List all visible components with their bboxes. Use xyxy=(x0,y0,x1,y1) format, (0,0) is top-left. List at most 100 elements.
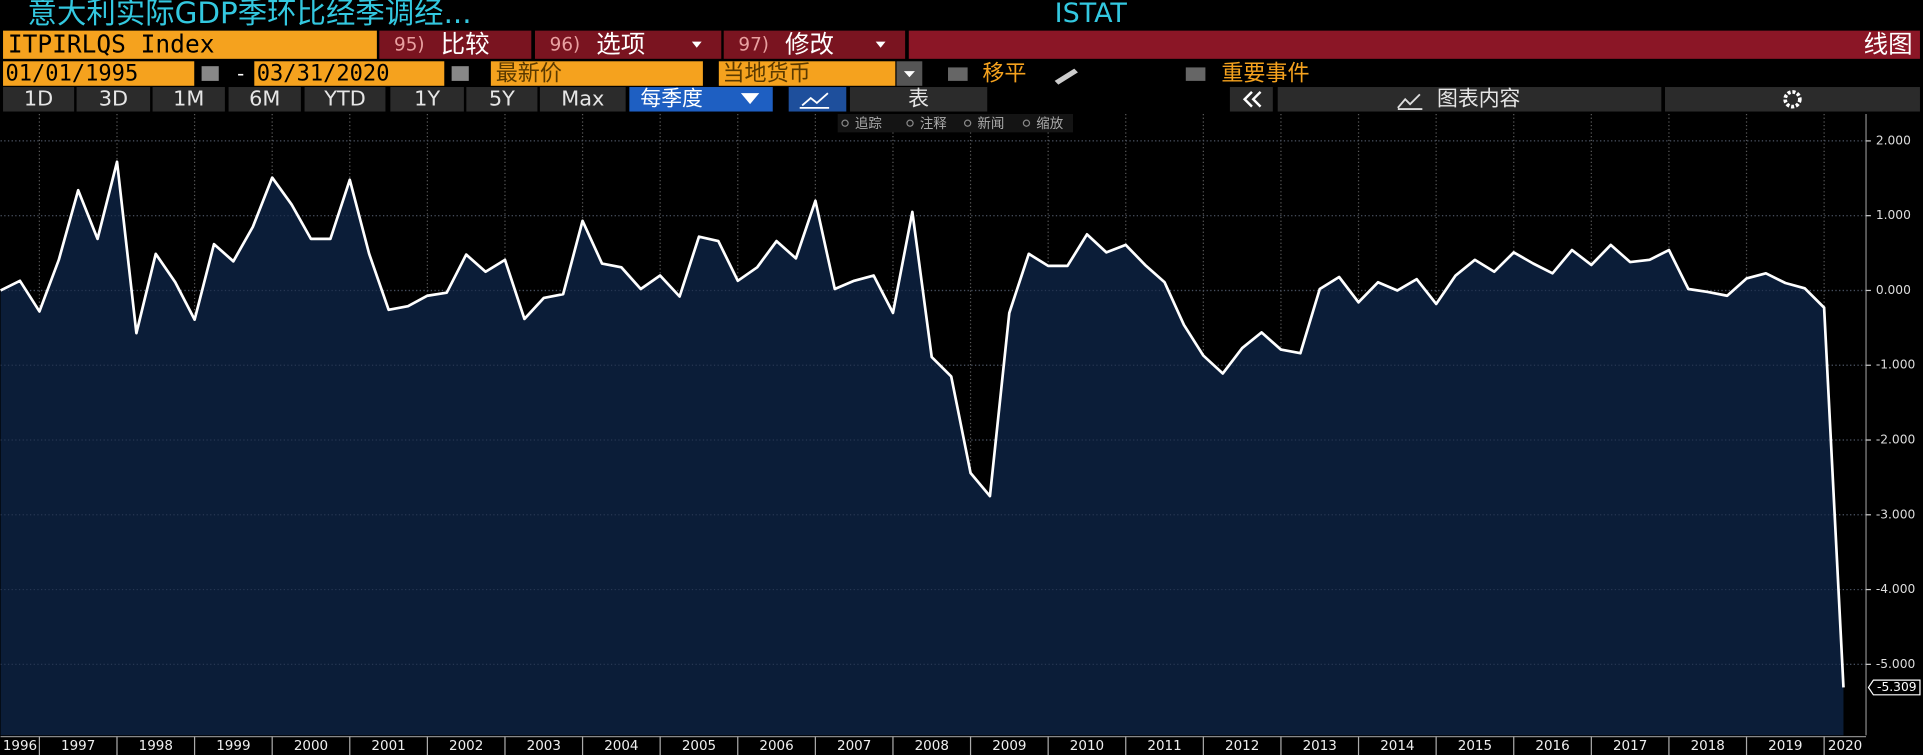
period-button[interactable] xyxy=(152,87,225,112)
x-tick-label: 2006 xyxy=(759,738,793,754)
chart-type-bar[interactable] xyxy=(908,30,1920,59)
chart-type-label: 线图 xyxy=(1864,29,1913,58)
y-tick-label: -3.000 xyxy=(1876,507,1915,521)
tool-icon xyxy=(1022,119,1031,127)
chart-content-label: 图表内容 xyxy=(1437,86,1520,110)
x-tick-label: 2000 xyxy=(294,738,328,754)
window-title: 意大利实际GDP季环比经季调经... xyxy=(28,0,472,30)
ticker-field[interactable] xyxy=(3,30,377,59)
x-tick-label: 2019 xyxy=(1768,738,1802,754)
period-label: 1D xyxy=(24,86,53,110)
x-tick-label: 2020 xyxy=(1828,738,1862,754)
action-button[interactable] xyxy=(723,30,906,59)
dropdown-arrow xyxy=(875,41,886,48)
period-label: 3D xyxy=(99,86,128,110)
x-tick-label: 2011 xyxy=(1147,738,1181,754)
area-fill xyxy=(0,161,1844,736)
period-button[interactable] xyxy=(76,87,151,112)
x-tick-label: 2017 xyxy=(1613,738,1647,754)
dropdown-arrow xyxy=(740,93,760,105)
y-tick-label: 2.000 xyxy=(1876,133,1911,147)
last-value-pointer xyxy=(1867,679,1921,696)
action-label: 修改 xyxy=(785,29,834,58)
table-button[interactable] xyxy=(849,87,988,112)
events-checkbox[interactable] xyxy=(1185,67,1206,81)
calendar-icon[interactable] xyxy=(451,66,469,81)
x-tick-label: 2014 xyxy=(1380,738,1414,754)
period-button[interactable] xyxy=(3,87,75,112)
data-line xyxy=(0,160,1845,688)
gear-icon xyxy=(1783,90,1802,109)
line-chart-icon xyxy=(799,92,830,109)
end-date-field[interactable] xyxy=(254,61,445,86)
dropdown-arrow xyxy=(903,71,915,78)
x-tick-label: 2012 xyxy=(1225,738,1259,754)
y-tick-label: -5.000 xyxy=(1876,657,1915,671)
x-tick-label: 2010 xyxy=(1070,738,1104,754)
action-number: 95) xyxy=(394,34,425,55)
collapse-button[interactable] xyxy=(1229,87,1273,112)
action-button[interactable] xyxy=(379,30,532,59)
start-date: 01/01/1995 xyxy=(5,62,138,87)
chart-tool: 注释 xyxy=(920,116,947,132)
price-field[interactable] xyxy=(490,61,703,86)
x-tick-label: 2005 xyxy=(682,738,716,754)
source-label: ISTAT xyxy=(1055,0,1128,29)
chart-tool: 追踪 xyxy=(855,116,882,132)
last-value-label: -5.309 xyxy=(1877,680,1917,694)
x-tick-label: 2007 xyxy=(837,738,871,754)
period-button[interactable] xyxy=(228,87,301,112)
tool-icon xyxy=(963,119,972,127)
frequency-label: 每季度 xyxy=(640,86,703,110)
period-button[interactable] xyxy=(304,87,386,112)
events-label: 重要事件 xyxy=(1221,62,1309,87)
x-tick-label: 1996 xyxy=(3,738,37,754)
ticker-text: ITPIRLQS Index xyxy=(8,29,215,58)
period-button[interactable] xyxy=(539,87,626,112)
y-tick-label: 1.000 xyxy=(1876,208,1911,222)
currency-text: 当地货币 xyxy=(722,62,810,87)
chart-content-icon xyxy=(1397,93,1423,111)
tool-icon xyxy=(906,119,914,127)
x-tick-label: 2015 xyxy=(1458,738,1492,754)
start-date-field[interactable] xyxy=(3,61,195,86)
moving-avg-checkbox[interactable] xyxy=(948,67,968,81)
period-label: 5Y xyxy=(489,86,515,110)
y-tick-label: -4.000 xyxy=(1876,582,1915,596)
x-tick-label: 2009 xyxy=(992,738,1026,754)
action-number: 97) xyxy=(738,34,769,55)
x-tick-label: 2018 xyxy=(1691,738,1725,754)
price-field-text: 最新价 xyxy=(496,62,562,87)
period-label: 1Y xyxy=(414,86,440,110)
chart-content-button[interactable] xyxy=(1277,87,1662,112)
action-number: 96) xyxy=(550,34,581,55)
calendar-icon[interactable] xyxy=(201,66,219,81)
period-button[interactable] xyxy=(466,87,538,112)
x-tick-label: 2013 xyxy=(1303,738,1337,754)
action-label: 选项 xyxy=(596,29,645,58)
tool-icon xyxy=(841,119,849,127)
action-button[interactable] xyxy=(534,30,722,59)
table-label: 表 xyxy=(908,86,929,110)
action-label: 比较 xyxy=(441,29,490,58)
x-tick-label: 2002 xyxy=(449,738,483,754)
x-tick-label: 2016 xyxy=(1535,738,1569,754)
period-label: Max xyxy=(561,86,604,110)
y-tick-label: 0.000 xyxy=(1876,283,1911,297)
period-label: YTD xyxy=(323,86,365,110)
chart-tool: 缩放 xyxy=(1036,116,1063,132)
x-tick-label: 2001 xyxy=(371,738,405,754)
x-tick-label: 2003 xyxy=(527,738,561,754)
dropdown-arrow xyxy=(691,41,702,48)
pencil-icon xyxy=(1054,68,1078,85)
moving-avg-label: 移平 xyxy=(982,62,1026,87)
chart-tools-bar xyxy=(837,113,1074,133)
currency-field[interactable] xyxy=(718,61,896,86)
x-tick-label: 1998 xyxy=(139,738,173,754)
period-label: 6M xyxy=(249,86,280,110)
x-tick-label: 1997 xyxy=(61,738,95,754)
end-date: 03/31/2020 xyxy=(257,62,390,87)
y-tick-label: -2.000 xyxy=(1876,433,1915,447)
period-button[interactable] xyxy=(390,87,464,112)
